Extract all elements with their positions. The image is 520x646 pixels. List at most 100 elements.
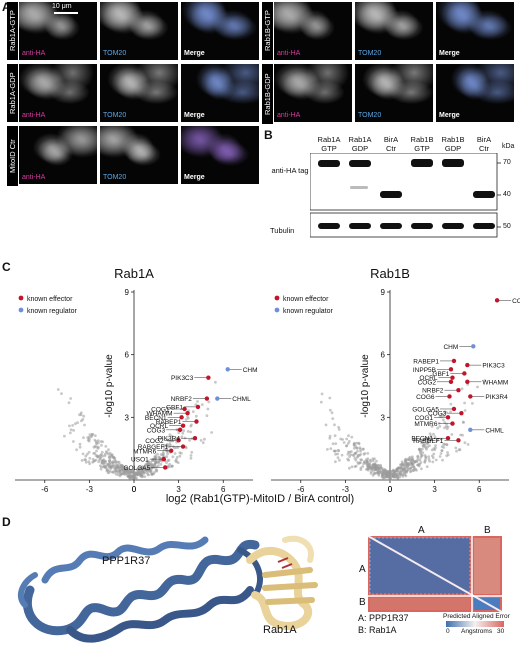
band-rab1b-gdp	[442, 159, 464, 167]
point-rabep1	[194, 419, 199, 424]
data-point	[476, 385, 479, 389]
row-label-rab1a-gtp: Rab1A-GTP	[7, 2, 18, 60]
data-point	[99, 455, 103, 459]
data-point	[153, 463, 157, 467]
point-cog3	[459, 410, 464, 416]
left-tile-1-0: anti-HA	[19, 64, 97, 122]
background-points	[56, 380, 217, 481]
data-point	[356, 453, 360, 457]
data-point	[156, 452, 159, 456]
data-point	[188, 438, 192, 442]
data-point	[157, 461, 160, 465]
left-tile-2-0: anti-HA	[19, 126, 97, 184]
data-point	[449, 402, 453, 406]
point-whamm	[465, 379, 470, 385]
data-point	[445, 411, 448, 414]
data-point	[171, 455, 175, 459]
data-point	[95, 449, 98, 453]
tile-label-anti-ha: anti-HA	[22, 112, 46, 119]
data-point	[126, 474, 129, 478]
data-point	[340, 453, 344, 457]
point-rabep1	[451, 358, 457, 364]
data-point	[165, 443, 169, 446]
pae-side-a: A	[359, 564, 366, 575]
data-point	[191, 410, 195, 413]
data-point	[105, 468, 109, 472]
legend-regulator-dot	[18, 307, 24, 313]
data-point	[159, 453, 163, 456]
left-tile-1-2: Merge	[181, 64, 259, 122]
right-tile-1-1: TOM20	[355, 64, 433, 122]
label-gbf1: GBF1	[432, 371, 449, 378]
data-point	[409, 467, 412, 470]
data-point	[76, 421, 79, 424]
data-point	[88, 456, 92, 460]
data-point	[207, 400, 211, 404]
point-becn1	[445, 436, 451, 441]
data-point	[165, 461, 168, 464]
data-point	[100, 450, 104, 454]
point-whamm	[185, 410, 190, 416]
data-point	[385, 475, 389, 478]
data-point	[328, 436, 332, 440]
data-point	[71, 424, 74, 427]
data-point	[60, 392, 63, 395]
data-point	[442, 414, 446, 418]
data-point	[122, 470, 126, 474]
data-point	[431, 460, 435, 464]
tile-label-merge: Merge	[439, 50, 460, 57]
data-point	[346, 457, 350, 461]
label-ocrl: OCRL	[150, 423, 168, 430]
data-point	[69, 397, 73, 400]
data-point	[78, 445, 82, 449]
data-point	[427, 457, 431, 461]
data-point	[102, 459, 105, 463]
volcano-plots: Rab1A -6 -3 0 3 6 0 3 6 9 -log10 p-value CHM PIK3C3 C…	[15, 266, 520, 505]
label-golga5: GOLGA5	[412, 406, 439, 413]
data-point	[350, 435, 354, 439]
data-point	[106, 471, 110, 475]
data-point	[408, 455, 412, 459]
label-cog1: COG1	[151, 406, 170, 413]
data-point	[95, 441, 98, 445]
data-point	[421, 447, 424, 451]
y-tick-label: 3	[381, 413, 386, 422]
data-point	[386, 472, 390, 476]
label-cog4: COG4	[512, 298, 520, 305]
data-point	[68, 431, 72, 435]
data-point	[421, 444, 425, 448]
tile-label-tom20: TOM20	[103, 50, 127, 57]
data-point	[145, 463, 149, 467]
data-point	[98, 464, 102, 468]
label-cog2: COG2	[145, 438, 164, 445]
label-pik3r4: PIK3R4	[158, 436, 181, 443]
data-point	[83, 423, 86, 427]
pae-side-b: B	[359, 597, 366, 608]
data-point	[366, 467, 370, 470]
data-point	[342, 441, 346, 444]
data-point	[93, 434, 97, 437]
row-label-rab1a-gdp: Rab1A-GDP	[7, 64, 18, 122]
data-point	[72, 429, 75, 432]
data-point	[458, 448, 462, 452]
label-whamm: WHAMM	[482, 379, 508, 386]
tile-label-tom20: TOM20	[358, 112, 382, 119]
data-point	[420, 467, 423, 471]
data-point	[428, 432, 432, 436]
data-point	[362, 452, 366, 456]
data-point	[329, 447, 333, 450]
data-point	[331, 417, 335, 420]
data-point	[99, 467, 103, 471]
data-point	[179, 451, 183, 455]
data-point	[82, 414, 86, 418]
data-point	[440, 437, 443, 441]
data-point	[88, 462, 91, 466]
data-point	[423, 454, 427, 457]
y-axis-label: -log10 p-value	[104, 354, 115, 418]
data-point	[463, 441, 467, 445]
data-point	[351, 453, 355, 457]
data-point	[67, 401, 71, 405]
data-point	[129, 470, 133, 474]
data-point	[83, 458, 87, 462]
data-point	[117, 471, 120, 474]
